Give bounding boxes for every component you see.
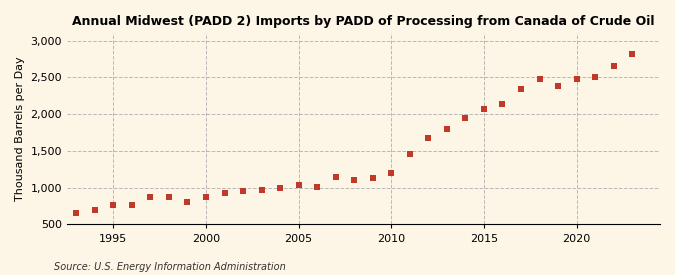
Text: Source: U.S. Energy Information Administration: Source: U.S. Energy Information Administ…: [54, 262, 286, 272]
Title: Annual Midwest (PADD 2) Imports by PADD of Processing from Canada of Crude Oil: Annual Midwest (PADD 2) Imports by PADD …: [72, 15, 655, 28]
Y-axis label: Thousand Barrels per Day: Thousand Barrels per Day: [15, 57, 25, 201]
